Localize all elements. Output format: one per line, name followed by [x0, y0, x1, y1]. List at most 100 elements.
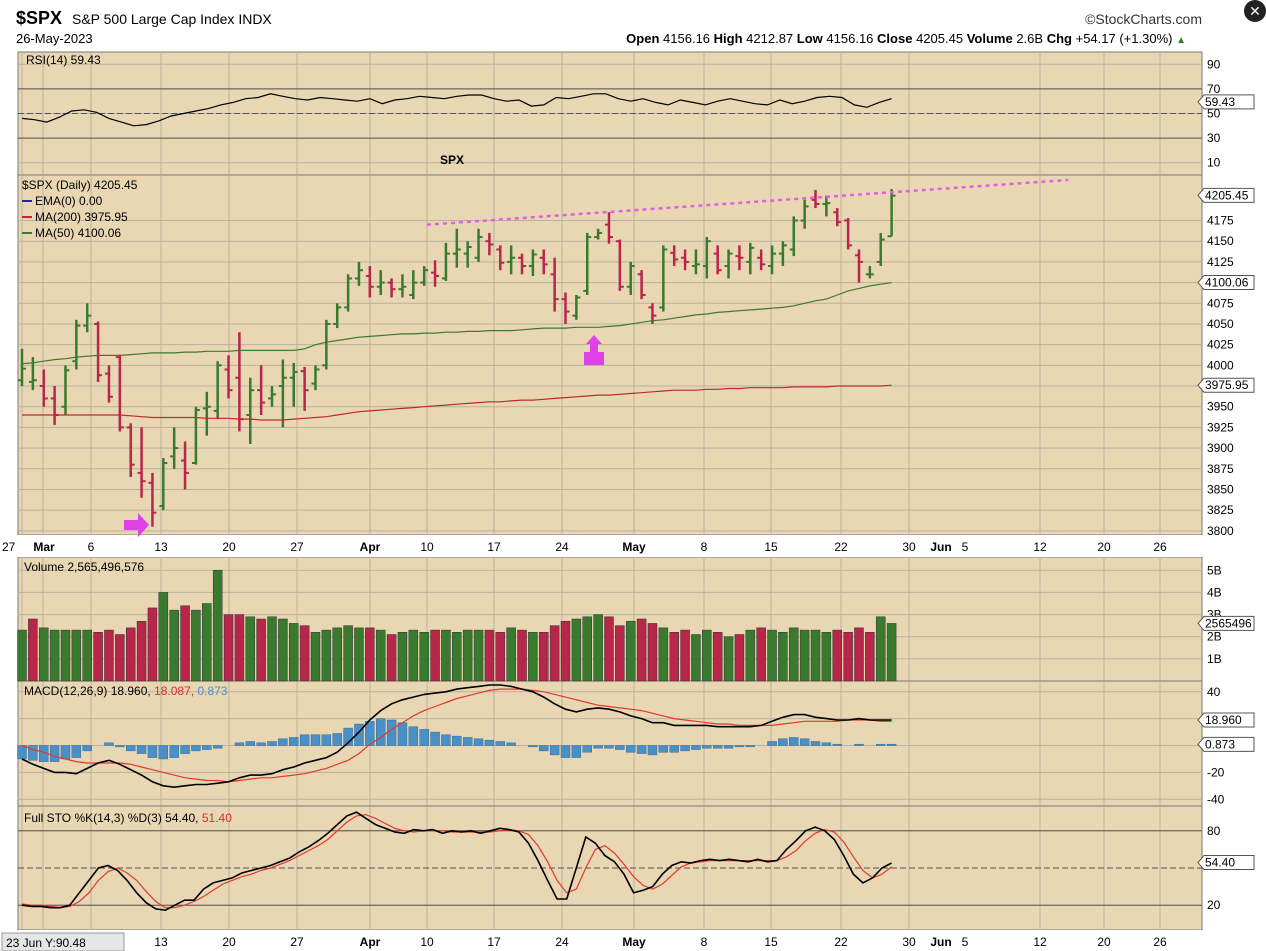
- value-badge-text: 4205.45: [1205, 188, 1249, 202]
- copyright-icon: ©: [1085, 11, 1096, 27]
- x-tick-label: Jun: [930, 935, 951, 949]
- volume-bar: [789, 627, 799, 682]
- macd-hist-bar: [876, 743, 886, 746]
- price-bar: [594, 228, 603, 240]
- macd-hist-bar: [723, 745, 734, 749]
- price-bar: [311, 365, 320, 391]
- macd-hist-bar: [767, 741, 777, 746]
- price-bar: [822, 195, 831, 217]
- price-bar: [72, 319, 81, 370]
- price-bar: [431, 260, 440, 287]
- open-label: Open: [626, 31, 660, 46]
- value-badge-text: 2565496: [1205, 616, 1252, 630]
- price-bar: [181, 441, 190, 490]
- value-badge-text: 18.960: [1205, 713, 1242, 727]
- macd-hist-bar: [669, 745, 679, 753]
- macd-hist-bar: [462, 737, 473, 746]
- price-bar: [159, 458, 168, 511]
- value-badge-text: 54.40: [1205, 856, 1235, 870]
- macd-hist-bar: [365, 721, 375, 746]
- volume-bar: [615, 625, 625, 682]
- macd-hist-bar: [71, 745, 82, 758]
- value-badge-box: [1197, 736, 1255, 752]
- macd-line: [21, 684, 892, 789]
- macd-hist-bar: [810, 741, 821, 746]
- macd-hist-bar: [832, 743, 842, 746]
- x-tick-label: 26: [1153, 540, 1167, 554]
- up-arrow-marker: [584, 335, 604, 365]
- volume-bar: [865, 632, 875, 682]
- macd-hist-bar: [886, 743, 897, 746]
- macd-hist-bar: [604, 745, 614, 749]
- macd-hist-bar: [354, 723, 364, 746]
- price-bar: [670, 245, 679, 267]
- volume-bar: [82, 629, 92, 682]
- volume-bar: [191, 609, 201, 682]
- macd-hist-bar: [799, 738, 810, 746]
- y-tick-label: 80: [1207, 824, 1221, 838]
- y-tick-label: 3925: [1207, 420, 1234, 434]
- volume-bar: [462, 629, 473, 682]
- volume-bar: [886, 623, 897, 682]
- value-badge-text: 4100.06: [1205, 276, 1249, 290]
- y-tick-label: 5B: [1207, 563, 1222, 577]
- y-tick-label: 4125: [1207, 255, 1234, 269]
- volume-bar: [289, 623, 299, 682]
- price-bar: [61, 365, 70, 415]
- volume-bar: [419, 632, 429, 682]
- price-bar: [354, 261, 363, 286]
- x-tick-label: 20: [222, 935, 236, 949]
- volume-bar: [669, 632, 679, 682]
- price-bar: [224, 355, 233, 399]
- volume-bar: [604, 616, 614, 682]
- open-value: 4156.16: [663, 31, 711, 46]
- y-tick-label: 4000: [1207, 358, 1234, 372]
- low-value: 4156.16: [826, 31, 874, 46]
- close-value: 4205.45: [916, 31, 964, 46]
- volume-title: Volume 2,565,496,576: [24, 560, 144, 574]
- x-tick-label: Apr: [360, 540, 381, 554]
- y-tick-label: -20: [1207, 765, 1225, 779]
- price-bar: [213, 361, 222, 420]
- y-tick-label: 3900: [1207, 441, 1234, 455]
- macd-hist-bar: [136, 745, 147, 754]
- close-icon[interactable]: ✕: [1244, 0, 1266, 22]
- macd-hist-bar: [28, 745, 38, 761]
- price-bar: [268, 386, 277, 407]
- price-bar: [789, 216, 798, 257]
- volume-bar: [734, 634, 745, 682]
- macd-hist-bar: [702, 745, 712, 749]
- volume-bar: [202, 603, 212, 682]
- price-bar: [496, 245, 505, 271]
- macd-hist-bar: [528, 745, 538, 748]
- x-tick-label: 20: [1097, 935, 1111, 949]
- ma200-line: [22, 384, 892, 421]
- legend-label: EMA(0) 0.00: [35, 194, 103, 208]
- price-bar: [702, 237, 711, 279]
- volume-bar: [169, 609, 179, 682]
- volume-bar: [799, 629, 810, 682]
- bottom-axis-band: [18, 930, 1202, 951]
- macd-value-badge: 18.960: [1197, 712, 1255, 728]
- macd-panel: [17, 680, 1203, 807]
- macd-hist-bar: [430, 731, 440, 746]
- volume-bar: [636, 618, 647, 682]
- up-arrow-icon: ▲: [1176, 35, 1186, 46]
- price-bar: [768, 245, 777, 275]
- volume-bar: [267, 616, 277, 682]
- volume-bar: [484, 629, 495, 682]
- macd-histogram: [17, 718, 897, 762]
- price-bar: [518, 253, 527, 275]
- volume-bar: [321, 629, 332, 682]
- volume-bar: [441, 629, 451, 682]
- y-tick-label: 10: [1207, 156, 1221, 170]
- volume-bar: [854, 627, 864, 682]
- price-bar: [126, 423, 135, 478]
- price-bar: [333, 303, 342, 329]
- brand[interactable]: ©StockCharts.com: [1085, 11, 1202, 27]
- y-tick-label: 50: [1207, 107, 1221, 121]
- price-bar: [441, 242, 450, 281]
- volume-bar: [104, 629, 114, 682]
- volume-value: 2.6B: [1016, 31, 1044, 46]
